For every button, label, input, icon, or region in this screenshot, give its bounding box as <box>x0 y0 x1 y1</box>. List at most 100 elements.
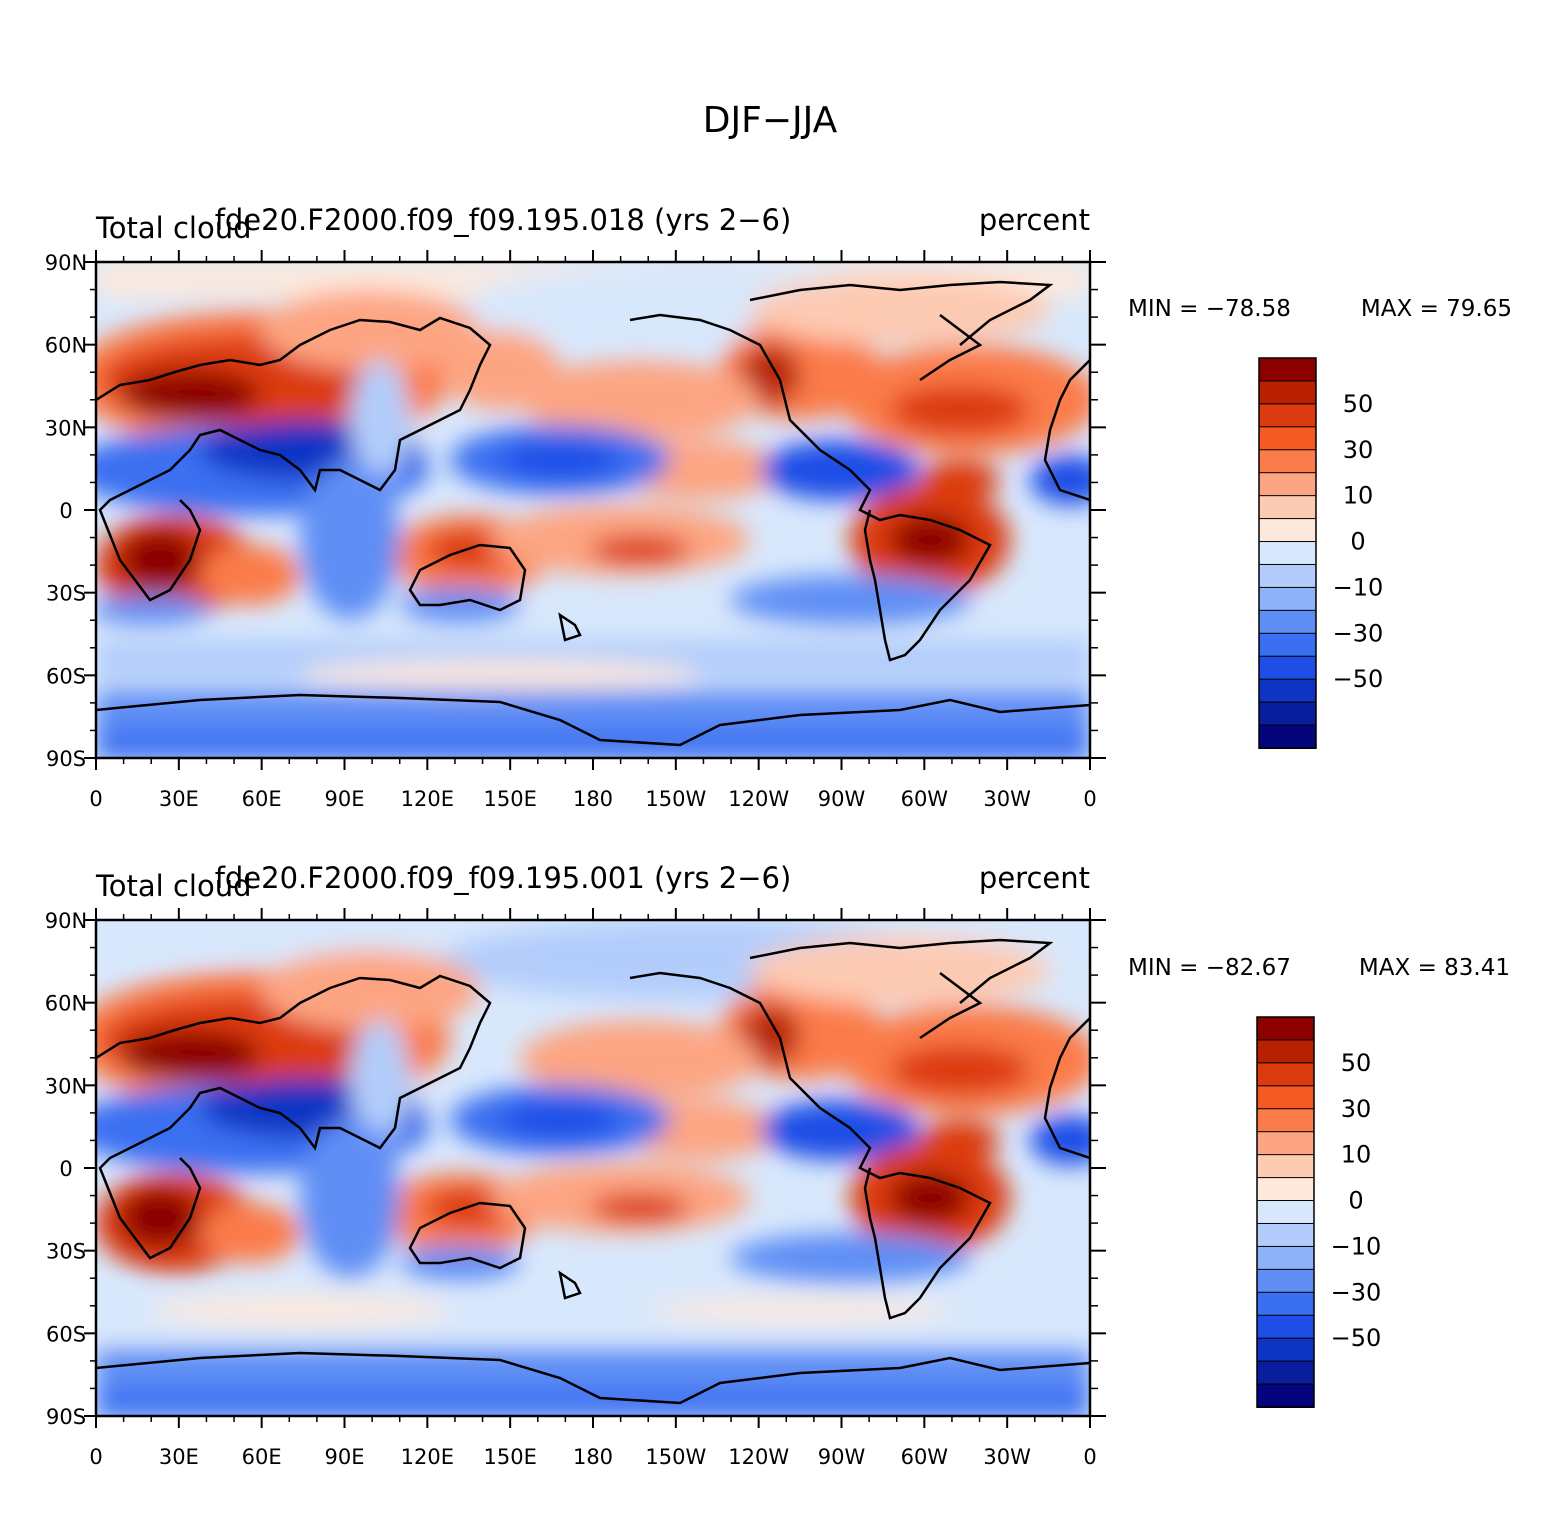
coastlines <box>96 280 1090 747</box>
axis-ticks: 0 30E 60E 90E 120E 150E 180 150W 120W 90W 60W 30W 09… <box>45 908 1106 1469</box>
colorbar-swatch <box>1256 1039 1315 1064</box>
lat-tick-label: 60S <box>46 664 86 688</box>
axis-ticks: 0 30E 60E 90E 120E 150E 180 150W 120W 90W 60W 30W 0 9… <box>45 250 1106 811</box>
colorbar-swatch <box>1256 1314 1315 1340</box>
colorbar-swatch <box>1258 655 1317 681</box>
lon-tick-label: 30W <box>983 1445 1031 1469</box>
variable-label: Total cloud <box>95 211 251 245</box>
lon-tick-label: 120W <box>728 787 789 811</box>
colorbar-swatch <box>1256 1108 1315 1133</box>
lon-tick-label: 90W <box>818 1445 866 1469</box>
colorbar-label: −10 <box>1333 573 1384 601</box>
colorbar-swatch <box>1256 1268 1315 1294</box>
lat-tick-label: 30N <box>45 1074 87 1098</box>
colorbar-swatch <box>1258 495 1317 520</box>
coastlines <box>96 938 1090 1405</box>
lon-tick-label: 150W <box>645 787 706 811</box>
lon-tick-label: 90E <box>325 787 365 811</box>
colorbar-label: −10 <box>1331 1232 1382 1260</box>
lon-tick-label: 60E <box>242 787 282 811</box>
lat-tick-label: 0 <box>59 1157 72 1181</box>
colorbar-label: −30 <box>1331 1278 1382 1306</box>
units-label: percent <box>979 203 1090 237</box>
colorbar-swatch <box>1256 1291 1315 1317</box>
lat-tick-label: 60N <box>45 334 87 358</box>
colorbar-label: −50 <box>1333 665 1384 693</box>
colorbar-label: 30 <box>1341 1095 1372 1123</box>
lon-tick-label: 0 <box>89 1445 102 1469</box>
contour-field <box>96 920 1090 1416</box>
colorbar-swatch <box>1258 563 1317 589</box>
lat-tick-label: 30N <box>45 416 87 440</box>
colorbar: 50 30 10 0 −10 −30 −50 <box>1256 1016 1382 1409</box>
lon-tick-label: 150E <box>483 1445 536 1469</box>
colorbar-swatch <box>1256 1222 1315 1248</box>
lon-tick-label: 150W <box>645 1445 706 1469</box>
colorbar-label: 10 <box>1341 1141 1372 1169</box>
lon-tick-label: 120W <box>728 1445 789 1469</box>
lon-tick-label: 0 <box>1083 1445 1096 1469</box>
lon-tick-label: 60W <box>901 1445 949 1469</box>
contour-field <box>96 262 1090 758</box>
lat-tick-label: 30S <box>46 1240 86 1264</box>
colorbar-label: 30 <box>1343 436 1374 464</box>
colorbar-label: 10 <box>1343 482 1374 510</box>
lon-tick-label: 30W <box>983 787 1031 811</box>
lon-tick-label: 180 <box>573 1445 613 1469</box>
colorbar-label: −50 <box>1331 1324 1382 1352</box>
lon-tick-label: 60W <box>901 787 949 811</box>
figure-title: DJF−JJA <box>703 100 838 141</box>
lat-tick-label: 60N <box>45 992 87 1016</box>
colorbar-label: 50 <box>1343 390 1374 418</box>
lon-tick-label: 150E <box>483 787 536 811</box>
colorbar-swatch <box>1258 403 1317 428</box>
colorbar-swatch <box>1258 632 1317 658</box>
colorbar-frame <box>1258 357 1317 749</box>
colorbar-swatch <box>1258 541 1317 566</box>
colorbar-swatch <box>1256 1245 1315 1271</box>
lon-tick-label: 30E <box>159 1445 199 1469</box>
lat-tick-label: 90S <box>46 1405 86 1429</box>
map-panel-top: Total cloud fde20.F2000.f09_f09.195.018 … <box>45 203 1512 811</box>
colorbar-swatch <box>1258 586 1317 612</box>
lon-tick-label: 30E <box>159 787 199 811</box>
colorbar-swatch <box>1258 609 1317 635</box>
colorbar-swatch <box>1258 472 1317 497</box>
colorbar-swatch <box>1256 1154 1315 1179</box>
colorbar-swatch <box>1258 518 1317 543</box>
lat-tick-label: 0 <box>59 499 72 523</box>
max-label: MAX = 83.41 <box>1359 955 1510 981</box>
colorbar-swatch <box>1258 426 1317 451</box>
lat-tick-label: 30S <box>46 582 86 606</box>
colorbar-label: 0 <box>1350 528 1365 556</box>
lat-tick-label: 60S <box>46 1322 86 1346</box>
colorbar-swatch <box>1258 380 1317 405</box>
lon-tick-label: 0 <box>1083 787 1096 811</box>
lon-tick-label: 0 <box>89 787 102 811</box>
colorbar-swatch <box>1256 1016 1315 1041</box>
lon-tick-label: 120E <box>401 787 454 811</box>
colorbar-swatch <box>1256 1383 1315 1409</box>
case-label: fde20.F2000.f09_f09.195.018 (yrs 2−6) <box>215 203 792 237</box>
lon-tick-label: 180 <box>573 787 613 811</box>
lat-tick-label: 90N <box>45 909 87 933</box>
colorbar-swatch <box>1256 1131 1315 1156</box>
colorbar-swatch <box>1256 1200 1315 1225</box>
min-label: MIN = −82.67 <box>1128 955 1291 981</box>
colorbar-swatch <box>1258 701 1317 727</box>
colorbar: 50 30 10 0 −10 −30 −50 <box>1258 357 1384 750</box>
lon-tick-label: 90W <box>818 787 866 811</box>
colorbar-frame <box>1256 1016 1315 1408</box>
colorbar-swatch <box>1258 357 1317 382</box>
case-label: fde20.F2000.f09_f09.195.001 (yrs 2−6) <box>215 861 792 895</box>
map-panel-bottom: Total cloud fde20.F2000.f09_f09.195.001 … <box>45 861 1510 1469</box>
lon-tick-label: 90E <box>325 1445 365 1469</box>
lon-tick-label: 120E <box>401 1445 454 1469</box>
colorbar-swatch <box>1258 449 1317 474</box>
lat-tick-label: 90N <box>45 251 87 275</box>
lon-tick-label: 60E <box>242 1445 282 1469</box>
max-label: MAX = 79.65 <box>1361 296 1512 322</box>
colorbar-label: 50 <box>1341 1049 1372 1077</box>
colorbar-swatch <box>1256 1177 1315 1202</box>
